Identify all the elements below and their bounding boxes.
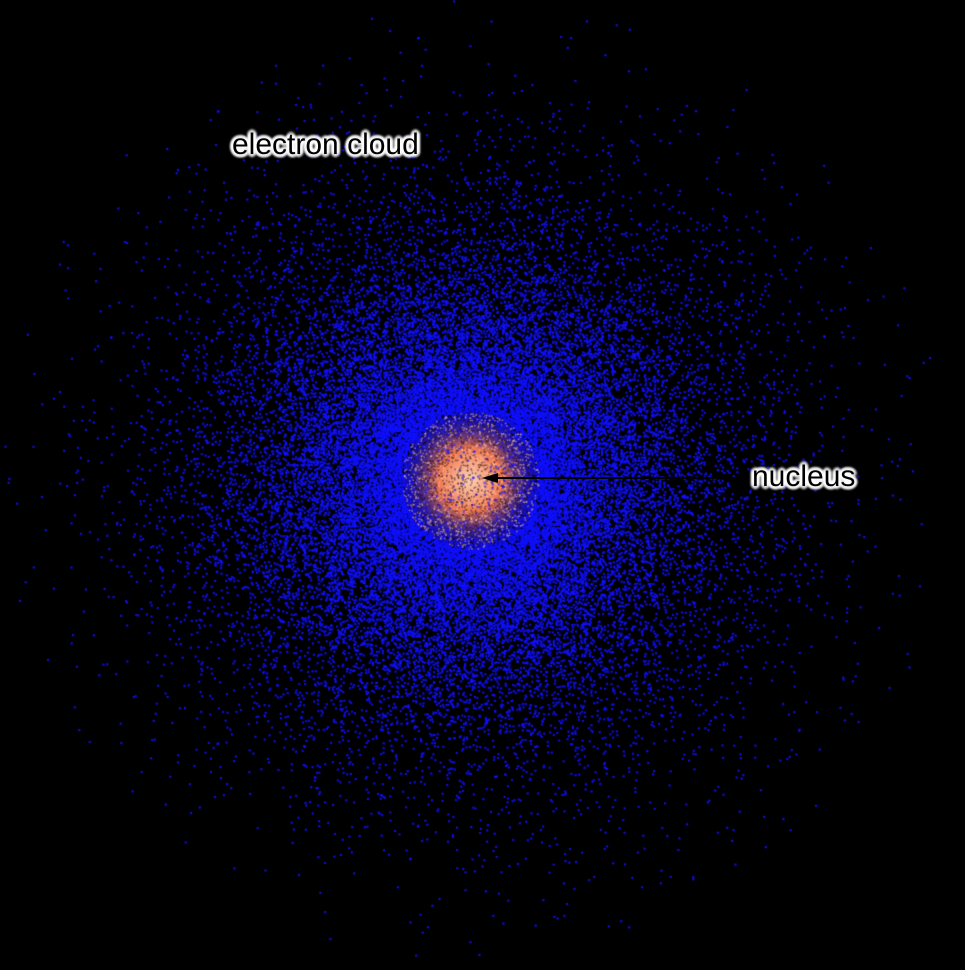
atom-diagram-canvas: [0, 0, 965, 970]
